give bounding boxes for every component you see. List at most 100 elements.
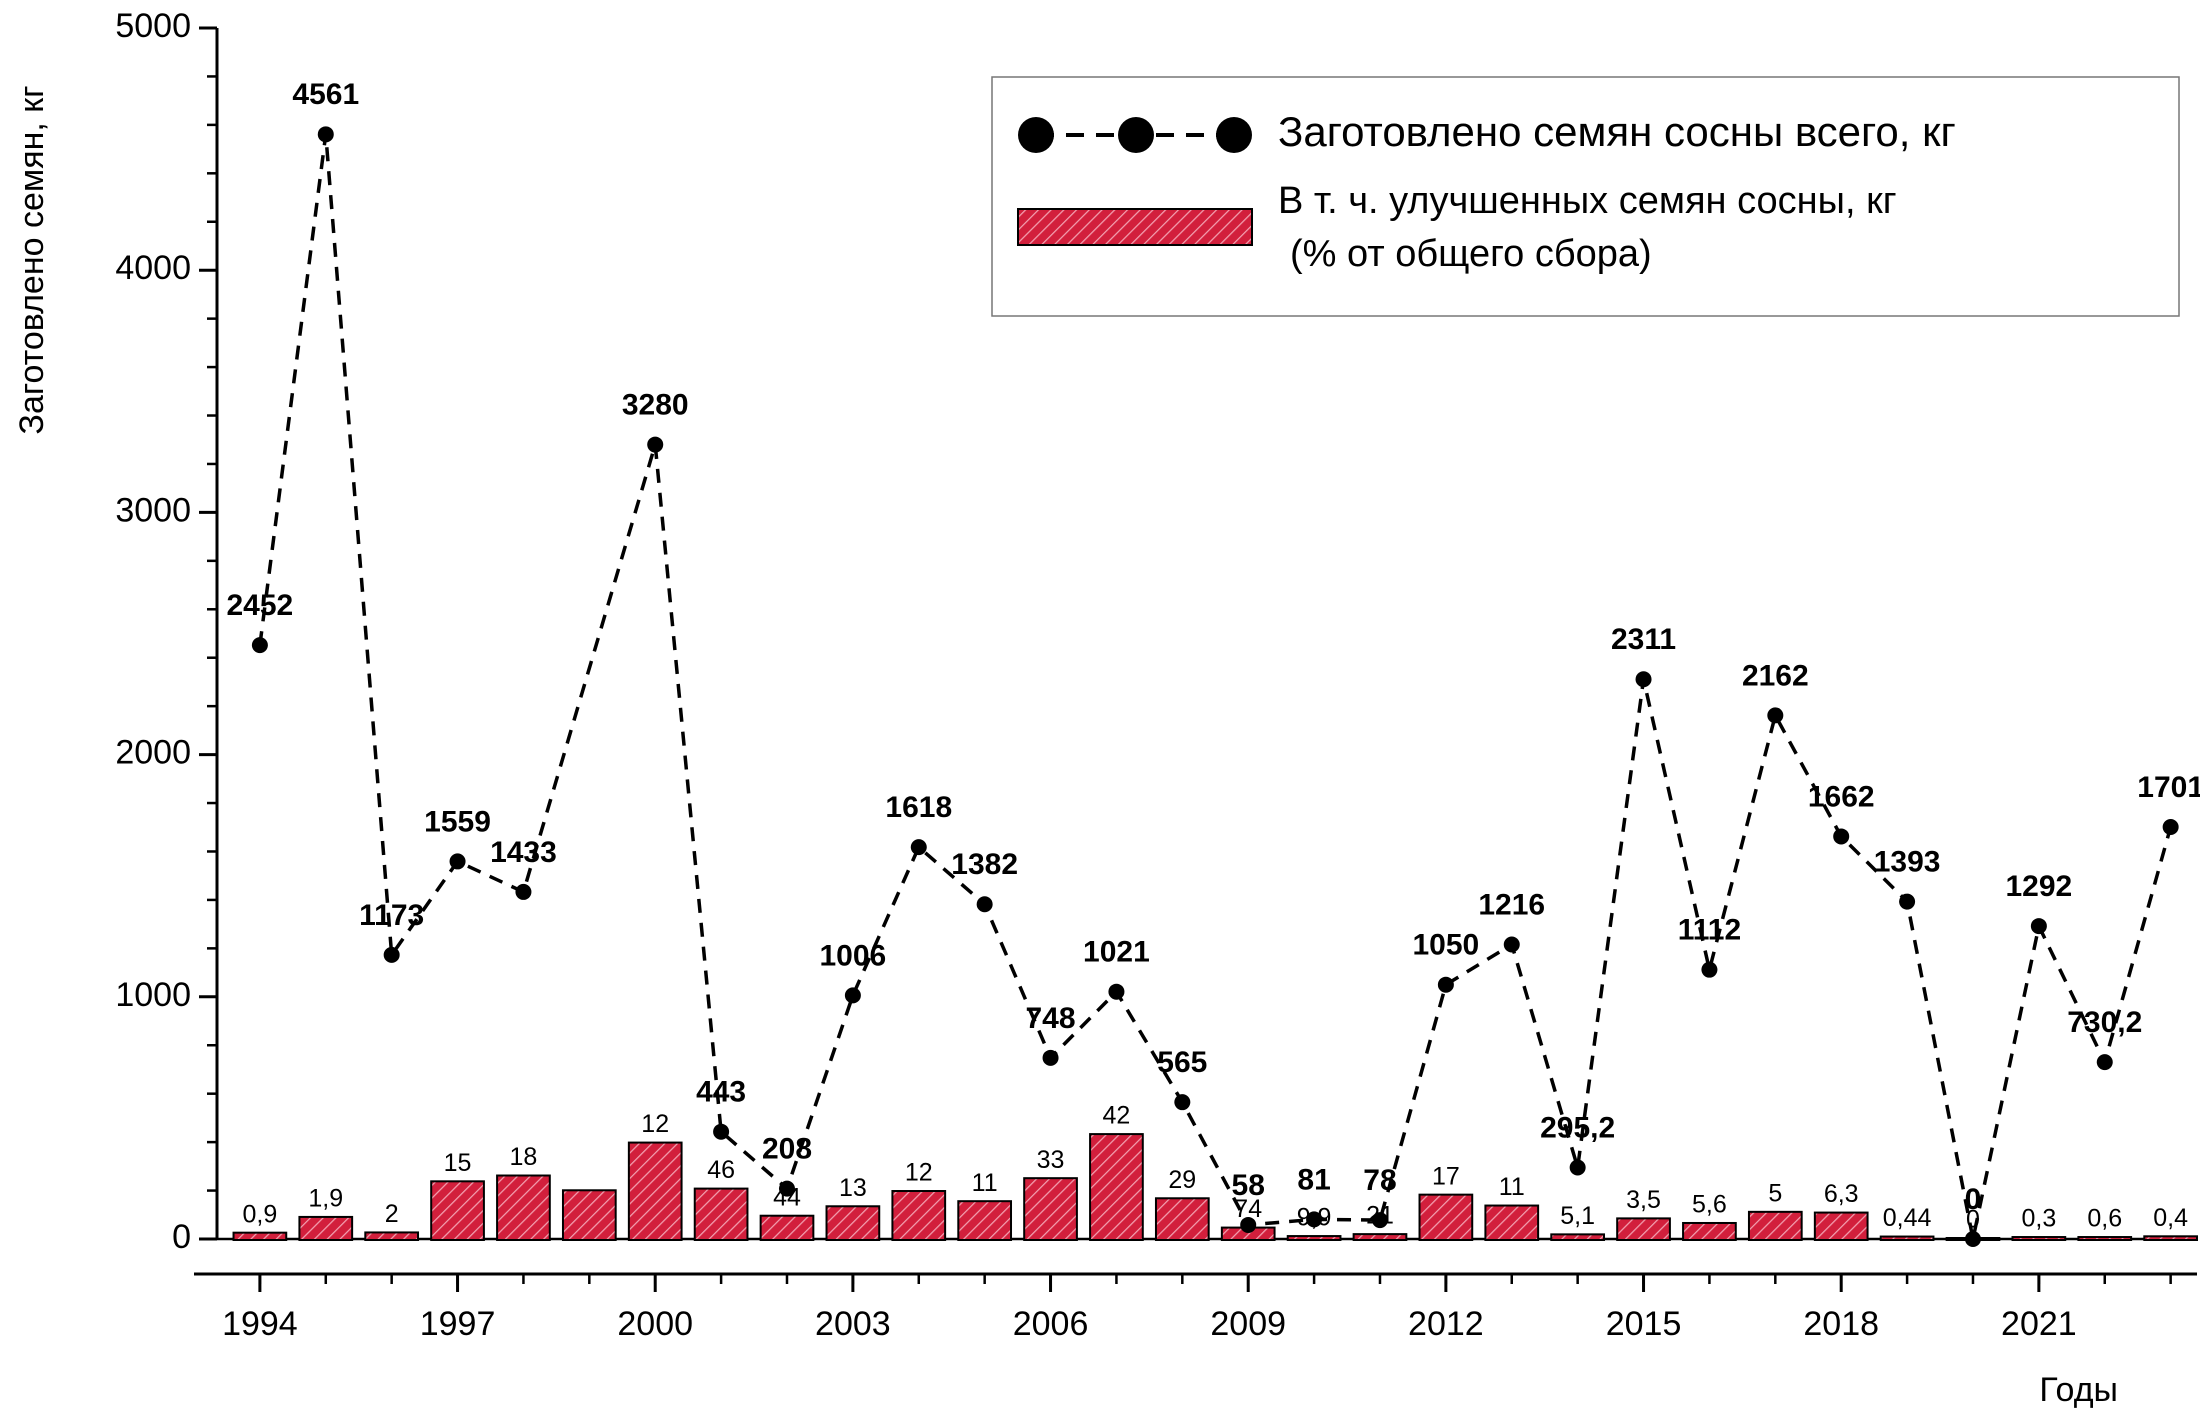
bar	[2143, 1235, 2199, 1241]
total-label: 1006	[820, 939, 887, 972]
y-tick-label: 5000	[115, 7, 191, 45]
total-point	[515, 883, 532, 900]
total-label: 2162	[1742, 659, 1809, 692]
bar-label: 0,4	[2153, 1204, 2188, 1232]
total-label: 1393	[1874, 846, 1941, 879]
bar-label: 5,1	[1560, 1202, 1595, 1230]
bar-label: 42	[1103, 1102, 1131, 1130]
y-axis-label: Заготовлено семян, кг	[13, 85, 51, 434]
total-label: 1216	[1478, 888, 1545, 921]
total-point	[1569, 1159, 1586, 1176]
total-label: 1173	[359, 899, 424, 932]
total-label: 730,2	[2067, 1006, 2142, 1039]
total-label: 2452	[227, 589, 294, 622]
bar-label: 11	[972, 1169, 998, 1197]
total-point	[1767, 707, 1784, 724]
legend-note: (% от общего сбора)	[1290, 233, 1652, 275]
bar-label: 12	[641, 1110, 669, 1138]
total-point	[1833, 828, 1850, 845]
total-label: 58	[1232, 1169, 1265, 1202]
total-label: 3280	[622, 389, 689, 422]
total-point	[1964, 1231, 1981, 1247]
y-tick-label: 1000	[115, 976, 191, 1014]
bar	[1813, 1211, 1869, 1241]
total-point	[383, 946, 400, 963]
total-point	[713, 1123, 730, 1140]
bar-label: 2	[385, 1200, 399, 1228]
bar-label: 33	[1037, 1146, 1065, 1174]
total-label: 1559	[424, 805, 491, 838]
legend-marker	[1118, 117, 1154, 153]
legend-marker	[1216, 117, 1252, 153]
bar	[1023, 1177, 1078, 1242]
bar-label: 0,3	[2021, 1205, 2056, 1233]
bar-label: 3,5	[1626, 1186, 1661, 1214]
bar-label: 15	[444, 1149, 472, 1177]
legend-marker	[1018, 117, 1054, 153]
total-label: 295,2	[1540, 1111, 1615, 1144]
total-point	[2096, 1054, 2113, 1071]
legend-label: Заготовлено семян сосны всего, кг	[1278, 108, 1956, 155]
x-axis-label: Годы	[2039, 1371, 2118, 1409]
total-label: 1112	[1678, 914, 1741, 947]
x-tick-label: 2021	[2001, 1305, 2077, 1343]
x-tick-label: 1994	[222, 1305, 298, 1343]
total-point	[910, 839, 927, 856]
x-tick-label: 2009	[1210, 1305, 1286, 1343]
bar-label: 0,9	[243, 1200, 278, 1228]
legend-swatch	[1017, 208, 1253, 246]
bar	[496, 1174, 551, 1242]
total-point	[844, 987, 861, 1004]
bar	[561, 1189, 617, 1242]
x-tick-label: 2006	[1013, 1305, 1089, 1343]
x-tick-label: 2000	[617, 1305, 693, 1343]
bar-label: 0,44	[1883, 1204, 1932, 1232]
total-point	[1240, 1216, 1257, 1233]
total-label: 1292	[2005, 870, 2072, 903]
total-point	[1635, 671, 1652, 688]
total-point	[317, 126, 334, 143]
bar	[1484, 1204, 1540, 1241]
total-label: 2311	[1611, 623, 1676, 656]
bar-label: 6,3	[1824, 1180, 1859, 1208]
bar	[957, 1200, 1013, 1241]
x-tick-label: 2018	[1803, 1305, 1879, 1343]
bar	[1747, 1210, 1803, 1242]
bar-label: 12	[905, 1159, 933, 1187]
total-point	[251, 637, 268, 654]
legend-label: В т. ч. улучшенных семян сосны, кг	[1278, 180, 1897, 222]
total-label: 1382	[951, 848, 1018, 881]
bar	[1879, 1235, 1935, 1241]
total-label: 443	[696, 1076, 746, 1109]
bar	[2077, 1236, 2133, 1242]
total-point	[976, 896, 993, 913]
legend-box	[991, 76, 2180, 317]
bar	[232, 1231, 288, 1242]
total-point	[647, 436, 664, 453]
total-label: 1021	[1083, 936, 1150, 969]
y-tick-label: 0	[172, 1218, 191, 1256]
total-label: 1433	[490, 836, 557, 869]
total-point	[1174, 1094, 1191, 1111]
x-tick-label: 2012	[1408, 1305, 1484, 1343]
bar-label: 1,9	[308, 1185, 343, 1213]
total-label: 1618	[885, 791, 952, 824]
bar	[430, 1180, 485, 1241]
total-point	[449, 853, 466, 870]
bar	[1352, 1233, 1408, 1241]
bar-label: 0,6	[2087, 1205, 2122, 1233]
total-label: 208	[762, 1133, 812, 1166]
total-label: 748	[1026, 1002, 1076, 1035]
bar	[1286, 1235, 1342, 1241]
total-point	[1437, 976, 1454, 993]
total-label: 0	[1965, 1183, 1982, 1216]
total-label: 1050	[1413, 929, 1480, 962]
bar	[825, 1205, 881, 1242]
bar-label: 46	[707, 1156, 735, 1184]
bar	[2011, 1236, 2067, 1242]
total-label: 81	[1297, 1163, 1330, 1196]
bar-label: 29	[1168, 1166, 1196, 1194]
bar-label: 5,6	[1692, 1191, 1727, 1219]
